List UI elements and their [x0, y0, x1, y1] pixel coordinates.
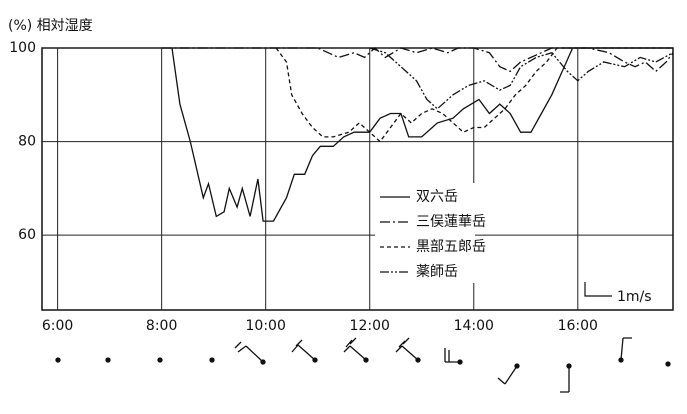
wind-scale-label: 1m/s — [617, 289, 652, 305]
series-line — [161, 47, 674, 73]
legend-label: 双六岳 — [416, 189, 458, 205]
wind-scale — [584, 282, 612, 297]
y-tick-label: 80 — [18, 134, 36, 150]
legend-label: 三俣蓮華岳 — [416, 214, 486, 230]
wind-barbs — [55, 337, 671, 393]
legend-label: 薬師岳 — [416, 264, 458, 280]
x-tick-label: 16:00 — [558, 318, 598, 334]
series-line — [275, 47, 673, 143]
series-line — [369, 47, 674, 110]
x-tick-label: 8:00 — [146, 318, 177, 334]
x-tick-label: 12:00 — [350, 318, 390, 334]
y-axis-label: (%) 相対湿度 — [8, 18, 93, 34]
y-tick-label: 60 — [18, 227, 36, 243]
legend-box — [375, 183, 475, 283]
y-tick-label: 100 — [9, 40, 36, 56]
legend-label: 黒部五郎岳 — [416, 239, 486, 255]
x-tick-label: 14:00 — [454, 318, 494, 334]
series-line — [171, 47, 673, 222]
plot-frame — [41, 47, 674, 311]
x-tick-label: 6:00 — [42, 318, 73, 334]
x-tick-label: 10:00 — [246, 318, 286, 334]
